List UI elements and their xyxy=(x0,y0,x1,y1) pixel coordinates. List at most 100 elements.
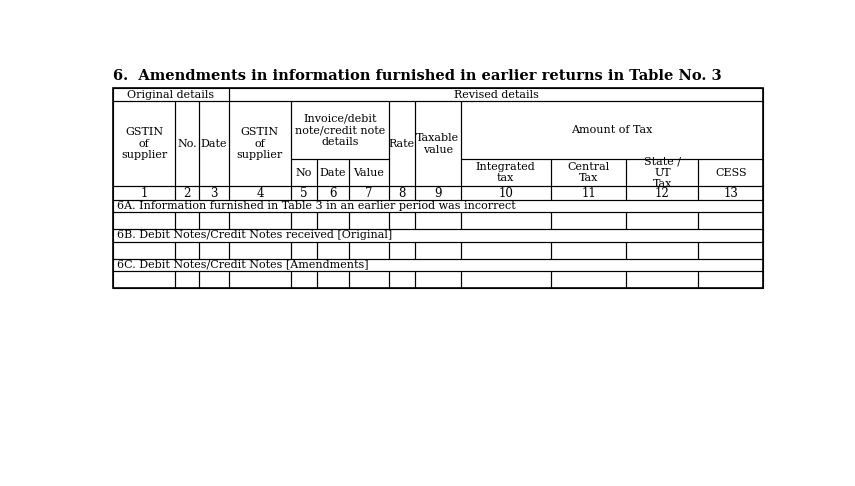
Bar xyxy=(113,102,175,186)
Bar xyxy=(229,186,291,200)
Bar xyxy=(349,186,389,200)
Bar xyxy=(113,87,229,102)
Bar xyxy=(317,186,349,200)
Bar xyxy=(113,87,764,288)
Bar xyxy=(699,186,764,200)
Bar xyxy=(461,212,551,229)
Text: 11: 11 xyxy=(581,187,596,200)
Bar xyxy=(175,242,199,259)
Text: 2: 2 xyxy=(183,187,191,200)
Bar xyxy=(461,102,764,159)
Bar xyxy=(229,102,291,186)
Bar xyxy=(175,212,199,229)
Bar xyxy=(551,159,627,186)
Text: 1: 1 xyxy=(140,187,148,200)
Text: No.: No. xyxy=(177,139,197,149)
Text: 6: 6 xyxy=(329,187,337,200)
Text: 5: 5 xyxy=(300,187,308,200)
Text: 10: 10 xyxy=(498,187,513,200)
Bar xyxy=(415,271,461,288)
Bar xyxy=(461,271,551,288)
Bar xyxy=(699,242,764,259)
Bar xyxy=(389,186,415,200)
Bar xyxy=(349,242,389,259)
Bar xyxy=(699,212,764,229)
Bar xyxy=(291,102,389,159)
Bar xyxy=(291,212,317,229)
Text: Date: Date xyxy=(320,168,346,178)
Bar xyxy=(199,186,229,200)
Bar xyxy=(229,271,291,288)
Text: Central
Tax: Central Tax xyxy=(568,162,610,184)
Bar xyxy=(551,271,627,288)
Bar xyxy=(113,212,175,229)
Bar xyxy=(699,159,764,186)
Text: Integrated
tax: Integrated tax xyxy=(475,162,535,184)
Bar xyxy=(199,212,229,229)
Bar xyxy=(389,242,415,259)
Text: GSTIN
of
supplier: GSTIN of supplier xyxy=(121,127,168,160)
Text: Revised details: Revised details xyxy=(454,89,539,100)
Text: Original details: Original details xyxy=(127,89,215,100)
Bar xyxy=(461,159,551,186)
Bar xyxy=(627,186,699,200)
Bar xyxy=(113,200,764,212)
Bar xyxy=(317,242,349,259)
Text: 12: 12 xyxy=(655,187,669,200)
Bar xyxy=(175,186,199,200)
Text: Invoice/debit
note/credit note
details: Invoice/debit note/credit note details xyxy=(295,114,385,147)
Text: Date: Date xyxy=(201,139,227,149)
Bar xyxy=(551,242,627,259)
Bar xyxy=(627,242,699,259)
Bar xyxy=(113,259,764,271)
Text: Value: Value xyxy=(353,168,384,178)
Bar xyxy=(317,271,349,288)
Text: 6A. Information furnished in Table 3 in an earlier period was incorrect: 6A. Information furnished in Table 3 in … xyxy=(117,201,516,211)
Bar xyxy=(229,212,291,229)
Text: 3: 3 xyxy=(210,187,218,200)
Bar xyxy=(461,242,551,259)
Bar xyxy=(175,102,199,186)
Text: Taxable
value: Taxable value xyxy=(416,133,459,155)
Bar xyxy=(415,186,461,200)
Text: GSTIN
of
supplier: GSTIN of supplier xyxy=(237,127,283,160)
Text: 6B. Debit Notes/Credit Notes received [Original]: 6B. Debit Notes/Credit Notes received [O… xyxy=(117,230,392,241)
Text: 8: 8 xyxy=(398,187,405,200)
Bar xyxy=(317,212,349,229)
Bar xyxy=(291,186,317,200)
Bar xyxy=(291,242,317,259)
Bar xyxy=(551,186,627,200)
Bar xyxy=(349,212,389,229)
Bar xyxy=(175,271,199,288)
Bar xyxy=(389,271,415,288)
Bar xyxy=(291,159,317,186)
Text: 6C. Debit Notes/Credit Notes [Amendments]: 6C. Debit Notes/Credit Notes [Amendments… xyxy=(117,260,369,270)
Text: 4: 4 xyxy=(256,187,263,200)
Bar xyxy=(415,212,461,229)
Bar xyxy=(349,159,389,186)
Text: CESS: CESS xyxy=(715,168,746,178)
Bar xyxy=(291,271,317,288)
Text: Rate: Rate xyxy=(389,139,415,149)
Bar xyxy=(349,271,389,288)
Text: State /
UT
Tax: State / UT Tax xyxy=(644,156,681,189)
Bar xyxy=(229,87,764,102)
Bar xyxy=(699,271,764,288)
Bar xyxy=(317,159,349,186)
Bar xyxy=(415,102,461,186)
Bar xyxy=(113,242,175,259)
Text: 13: 13 xyxy=(723,187,738,200)
Bar xyxy=(113,271,175,288)
Bar xyxy=(229,242,291,259)
Bar xyxy=(627,212,699,229)
Text: 6.  Amendments in information furnished in earlier returns in Table No. 3: 6. Amendments in information furnished i… xyxy=(113,69,722,83)
Bar xyxy=(627,271,699,288)
Text: 7: 7 xyxy=(365,187,373,200)
Bar xyxy=(113,186,175,200)
Bar xyxy=(113,229,764,242)
Bar xyxy=(389,102,415,186)
Bar xyxy=(389,212,415,229)
Bar xyxy=(199,271,229,288)
Text: No: No xyxy=(296,168,312,178)
Bar xyxy=(627,159,699,186)
